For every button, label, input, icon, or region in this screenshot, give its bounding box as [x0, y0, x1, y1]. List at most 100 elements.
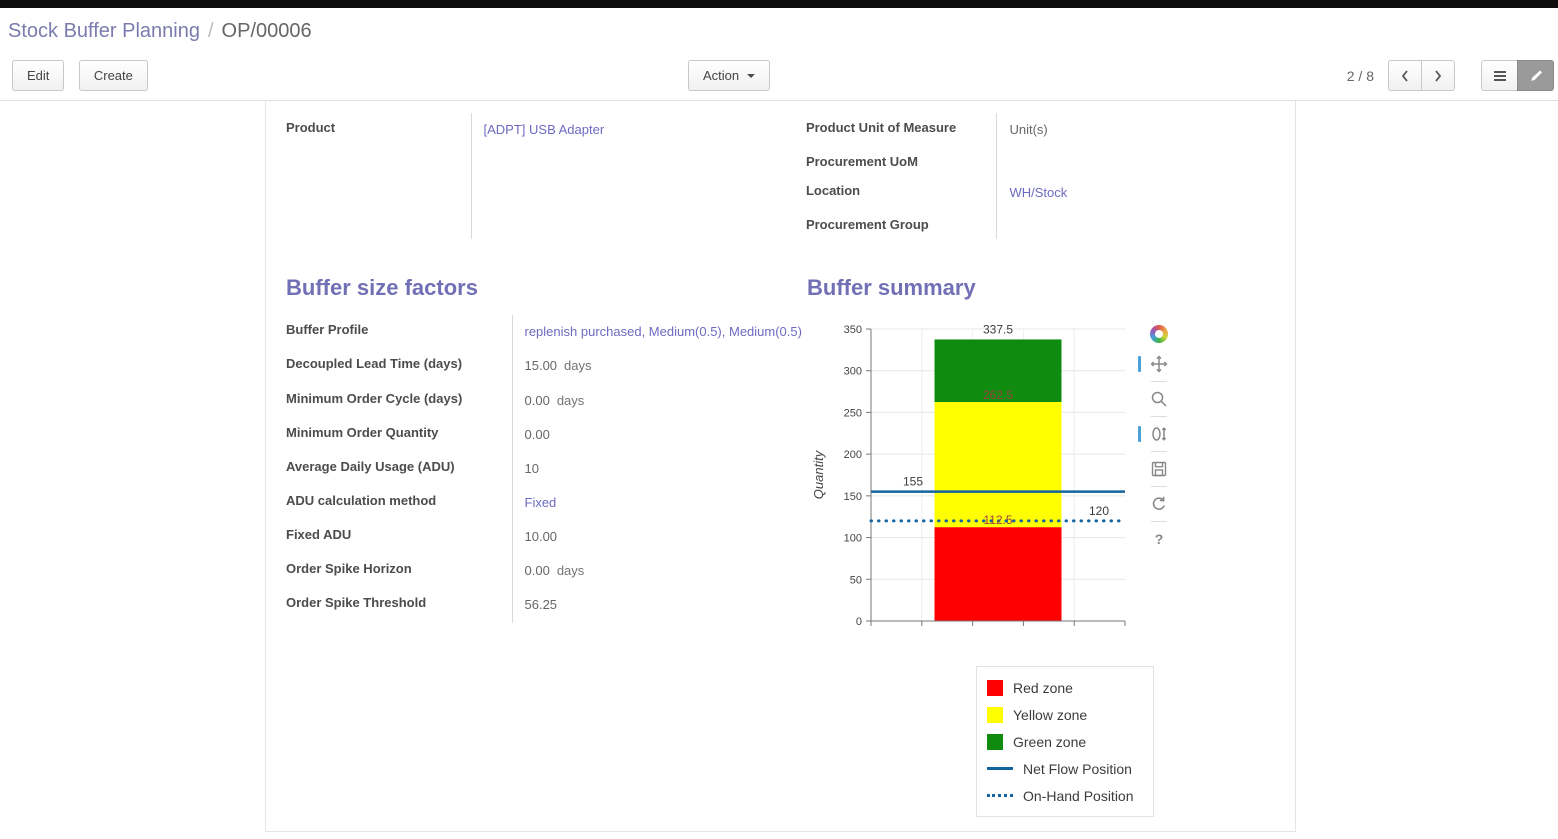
breadcrumb-parent-link[interactable]: Stock Buffer Planning [8, 20, 200, 42]
buffer-chart: 0 50 100 150 200 250 300 350 Quantity 112.5 262.5 3… [807, 315, 1275, 823]
field-label: Minimum Order Cycle (days) [286, 383, 513, 418]
field-row-min-order-qty: Minimum Order Quantity 0.00 [286, 417, 807, 452]
field-label: Product [286, 113, 472, 240]
toolbar-separator [1151, 381, 1167, 383]
legend-label: On-Hand Position [1023, 787, 1134, 804]
green-zone-swatch [987, 733, 1003, 750]
box-zoom-tool-icon[interactable] [1148, 388, 1170, 410]
top-menu-bar [0, 0, 1558, 8]
section-title-buffer-size-factors: Buffer size factors [286, 275, 478, 301]
field-row-spike-horizon: Order Spike Horizon 0.00 days [286, 554, 807, 589]
field-value: 0.00 [524, 392, 550, 408]
field-row-procurement-group: Procurement Group [805, 210, 1275, 240]
y-tick-label: 250 [844, 408, 862, 420]
pager-previous-button[interactable] [1388, 60, 1422, 91]
legend-label: Yellow zone [1013, 706, 1088, 723]
net-flow-position-glyph [987, 767, 1013, 771]
field-row-min-order-cycle: Minimum Order Cycle (days) 0.00 days [286, 383, 807, 418]
toolbar-separator [1151, 486, 1167, 488]
field-value: 10.00 [524, 529, 558, 545]
field-value: Unit(s) [1009, 122, 1048, 137]
y-tick-label: 300 [844, 366, 862, 378]
red-zone-swatch [987, 679, 1003, 696]
form-buttons: Edit Create [12, 60, 148, 91]
y-tick-label: 200 [844, 449, 862, 461]
toolbar-separator [1151, 416, 1167, 418]
pan-tool-icon[interactable] [1138, 353, 1170, 375]
y-tick-label: 100 [844, 533, 862, 545]
edit-button[interactable]: Edit [12, 60, 65, 91]
field-label: Minimum Order Quantity [286, 417, 513, 452]
line-value-label: 155 [903, 475, 923, 489]
toolbar-separator [1151, 521, 1167, 523]
pager-next-button[interactable] [1421, 60, 1455, 91]
control-panel: Edit Create Action 2 / 8 [0, 51, 1558, 101]
location-link[interactable]: WH/Stock [1009, 185, 1068, 201]
breadcrumb-current-record: OP/00006 [221, 20, 312, 42]
chevron-right-icon [1435, 69, 1442, 82]
field-row-adu-method: ADU calculation method Fixed [286, 485, 807, 521]
legend-label: Red zone [1013, 679, 1073, 696]
yellow-zone-swatch [987, 706, 1003, 723]
red-zone-bar [934, 527, 1062, 622]
list-icon [1493, 70, 1506, 81]
action-dropdown-button[interactable]: Action [688, 60, 771, 91]
field-row-spike-threshold: Order Spike Threshold 56.25 [286, 588, 807, 623]
pager-buttons [1388, 60, 1455, 91]
buffer-profile-link[interactable]: replenish purchased, Medium(0.5), Medium… [524, 324, 802, 340]
buffer-summary-section: Buffer summary 0 50 100 150 200 250 300 350 Quan… [807, 275, 1275, 823]
field-suffix: days [564, 358, 592, 374]
wheel-zoom-tool-icon[interactable] [1138, 423, 1170, 445]
create-button[interactable]: Create [78, 60, 148, 91]
field-value: 0.00 [524, 563, 550, 579]
field-row-product: Product [ADPT] USB Adapter [286, 113, 806, 240]
form-pencil-icon [1530, 70, 1542, 81]
field-row-uom: Product Unit of Measure Unit(s) [805, 113, 1275, 148]
field-row-dlt: Decoupled Lead Time (days) 15.00 days [286, 349, 807, 384]
list-view-button[interactable] [1481, 60, 1518, 91]
legend-item: Red zone [987, 674, 1143, 701]
breadcrumb-separator: / [207, 20, 214, 42]
field-suffix: days [556, 392, 585, 408]
pager-and-views: 2 / 8 [1347, 60, 1554, 91]
y-tick-label: 0 [856, 616, 862, 628]
legend-item: Yellow zone [987, 701, 1143, 728]
product-link[interactable]: [ADPT] USB Adapter [483, 122, 605, 137]
field-label: Location [805, 176, 998, 211]
field-value: 56.25 [524, 597, 558, 613]
buffer-zones-chart[interactable]: 0 50 100 150 200 250 300 350 Quantity 112.5 262.5 3… [811, 315, 1131, 645]
toolbar-separator [1151, 451, 1167, 453]
view-switcher [1481, 60, 1554, 91]
zone-value-label: 262.5 [983, 388, 1013, 402]
field-row-adu: Average Daily Usage (ADU) 10 [286, 451, 807, 486]
field-label: Order Spike Horizon [286, 554, 513, 589]
field-label: Order Spike Threshold [286, 588, 513, 623]
caret-down-icon [747, 73, 756, 78]
field-label: Procurement UoM [805, 147, 998, 177]
bokeh-logo-icon[interactable] [1148, 323, 1170, 345]
y-tick-label: 50 [850, 575, 862, 587]
chevron-left-icon [1401, 69, 1408, 82]
field-label: Buffer Profile [286, 315, 513, 350]
field-label: Procurement Group [805, 210, 998, 240]
chart-toolbar: ? [1138, 319, 1173, 554]
help-tool-icon[interactable]: ? [1154, 531, 1164, 548]
section-title-buffer-summary: Buffer summary [807, 275, 976, 301]
y-tick-label: 350 [844, 324, 862, 336]
field-label: Average Daily Usage (ADU) [286, 451, 513, 486]
field-suffix: days [556, 563, 585, 579]
field-label: Decoupled Lead Time (days) [286, 349, 513, 384]
action-label: Action [703, 68, 740, 83]
form-view-button[interactable] [1517, 60, 1554, 91]
field-row-buffer-profile: Buffer Profile replenish purchased, Medi… [286, 315, 807, 350]
save-tool-icon[interactable] [1148, 458, 1170, 480]
legend-label: Net Flow Position [1023, 760, 1132, 777]
field-row-location: Location WH/Stock [805, 176, 1275, 211]
y-axis-label: Quantity [811, 450, 826, 500]
reset-tool-icon[interactable] [1148, 493, 1170, 515]
adu-method-link[interactable]: Fixed [524, 494, 557, 510]
field-row-procurement-uom: Procurement UoM [805, 147, 1275, 177]
zone-value-label: 337.5 [983, 323, 1013, 337]
on-hand-position-glyph [987, 794, 1013, 798]
field-label: Product Unit of Measure [805, 113, 998, 148]
